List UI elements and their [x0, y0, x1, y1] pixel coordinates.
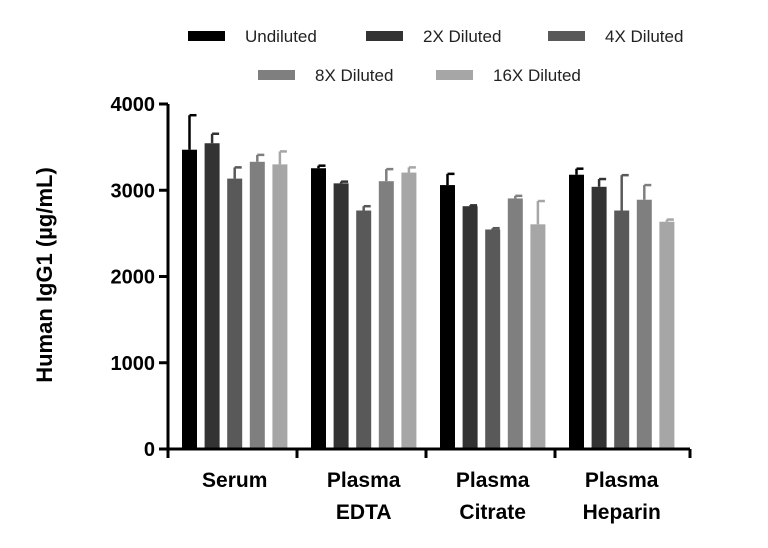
error-bar	[362, 204, 371, 211]
legend-swatch	[188, 31, 225, 41]
error-bar	[536, 199, 545, 225]
error-bars	[188, 113, 674, 230]
bar	[614, 210, 630, 449]
bar	[311, 168, 326, 449]
error-bar	[188, 113, 197, 150]
y-tick-label: 3000	[111, 180, 156, 202]
bar	[591, 186, 607, 450]
bar	[440, 185, 455, 449]
error-bar	[317, 164, 326, 169]
y-tick-label: 4000	[111, 94, 156, 116]
error-bar	[620, 173, 629, 211]
error-bar	[468, 204, 478, 207]
bar	[485, 229, 501, 449]
y-axis-title: Human IgG1 (µg/mL)	[32, 167, 57, 383]
legend-swatch	[548, 31, 585, 41]
legend-label: 16X Diluted	[493, 66, 581, 85]
bar	[401, 172, 417, 449]
x-category-label: Plasma EDTA	[327, 469, 401, 524]
legend-item: 2X Diluted	[366, 27, 501, 46]
bar	[356, 210, 372, 449]
legend-item: 8X Diluted	[258, 66, 393, 85]
bar	[333, 183, 349, 449]
legend-item: Undiluted	[188, 27, 317, 46]
legend-swatch	[258, 70, 295, 80]
legend-swatch	[436, 70, 473, 80]
bar	[249, 161, 265, 449]
error-bar	[665, 218, 674, 222]
bar	[204, 143, 220, 449]
error-bar	[278, 150, 287, 165]
bar	[182, 149, 197, 449]
error-bar	[491, 226, 500, 230]
error-bar	[256, 153, 265, 162]
y-tick-label: 1000	[111, 353, 156, 375]
bars	[182, 143, 675, 450]
error-bar	[575, 167, 584, 175]
error-bar	[339, 180, 349, 184]
legend-item: 4X Diluted	[548, 27, 683, 46]
legend-item: 16X Diluted	[436, 66, 581, 85]
legend-label: Undiluted	[245, 27, 317, 46]
error-bar	[597, 177, 607, 187]
bar	[569, 174, 584, 449]
bar	[272, 164, 288, 449]
legend-label: 8X Diluted	[315, 66, 393, 85]
error-bar	[233, 166, 242, 179]
bar	[378, 181, 394, 449]
x-category-label: Serum	[202, 469, 267, 492]
bar	[530, 224, 546, 449]
y-tick-label: 2000	[111, 267, 156, 289]
error-bar	[446, 172, 455, 186]
x-axis: Serum Plasma EDTA Plasma Citrate Plasma Hepari…	[166, 447, 692, 524]
error-bar	[514, 194, 523, 199]
legend-swatch	[366, 31, 403, 41]
error-bar	[407, 166, 416, 173]
x-category-label: Plasma Citrate	[456, 469, 530, 524]
y-axis: 0 1000 2000 3000 4000	[111, 94, 170, 461]
legend-label: 4X Diluted	[605, 27, 683, 46]
bar	[462, 206, 478, 449]
legend: Undiluted 2X Diluted 4X Diluted 8X Diluted 1…	[188, 27, 683, 85]
y-tick-label: 0	[144, 439, 155, 461]
error-bar	[643, 183, 652, 200]
legend-label: 2X Diluted	[423, 27, 501, 46]
error-bar	[210, 132, 220, 144]
bar	[636, 199, 652, 449]
error-bar	[385, 167, 394, 182]
x-category-label: Plasma Heparin	[583, 469, 661, 524]
bar	[227, 178, 243, 449]
bar	[659, 221, 675, 449]
bar	[507, 198, 523, 449]
